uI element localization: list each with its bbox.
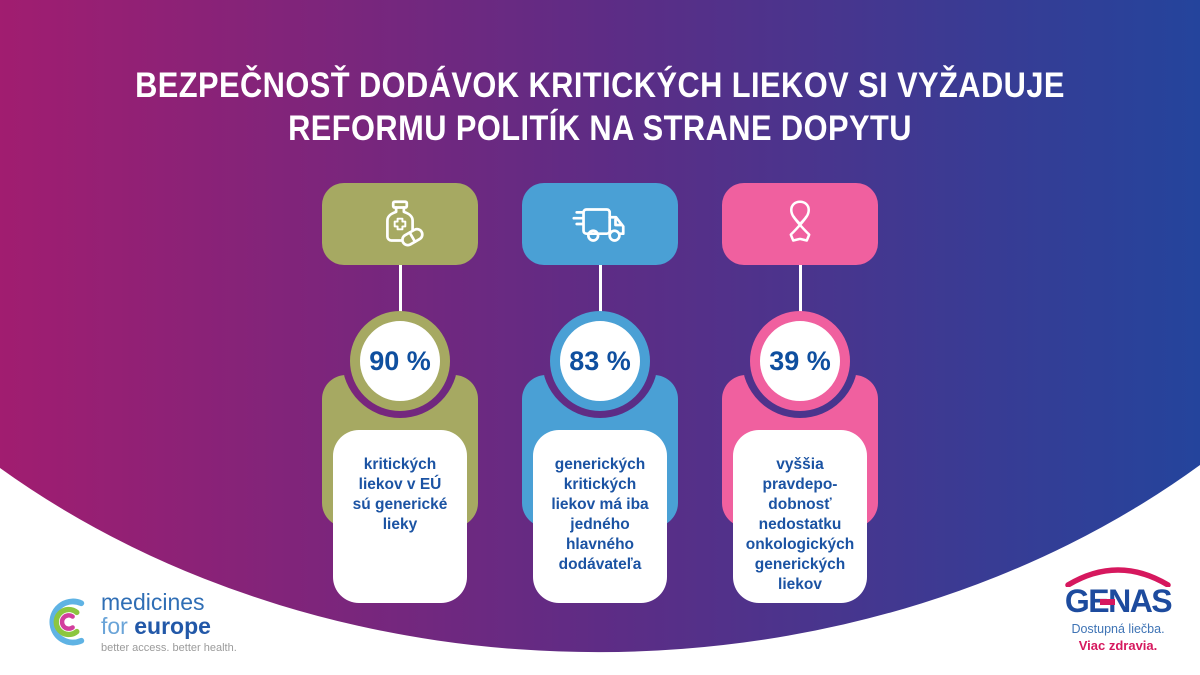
delivery-truck-icon [572, 208, 625, 242]
mfe-wordmark: medicines for europe better access. bett… [101, 590, 237, 654]
mfe-name-line2: for europe [101, 613, 211, 639]
mfe-name-line1: medicines [101, 589, 205, 615]
genas-wordmark: GENAS [1064, 583, 1173, 619]
mfe-swirl-icon [49, 598, 85, 646]
genas-logo: GENAS Dostupná liečba. Viac zdravia. [1054, 563, 1182, 653]
title-line-1: BEZPEČNOSŤ DODÁVOK KRITICKÝCH LIEKOV SI … [135, 66, 1065, 105]
medicine-bottle-icon [386, 200, 424, 247]
icon-tile-pink [722, 183, 878, 265]
stat-card: generických kritických liekov má iba jed… [533, 430, 667, 603]
stat-column-generics: 90 % kritických liekov v EÚ sú generické… [322, 183, 478, 613]
icon-tile-olive [322, 183, 478, 265]
stat-column-oncology: 39 % vyššia pravdepo- dobnosť nedostatku… [722, 183, 878, 613]
connector-line [598, 265, 602, 312]
page-title: BEZPEČNOSŤ DODÁVOK KRITICKÝCH LIEKOV SI … [0, 64, 1200, 150]
genas-arc-icon [1065, 567, 1171, 587]
stat-description: generických kritických liekov má iba jed… [551, 456, 649, 573]
stat-columns: 90 % kritických liekov v EÚ sú generické… [322, 183, 878, 613]
percent-badge: 39 % [750, 311, 850, 411]
stat-card: kritických liekov v EÚ sú generické liek… [333, 430, 467, 603]
title-line-2: REFORMU POLITÍK NA STRANE DOPYTU [288, 109, 912, 148]
icon-tile-blue [522, 183, 678, 265]
genas-tagline-2: Viac zdravia. [1078, 638, 1158, 653]
connector-line [798, 265, 802, 312]
percent-badge: 90 % [350, 311, 450, 411]
mfe-tagline: better access. better health. [101, 642, 237, 654]
stat-column-supply: 83 % generických kritických liekov má ib… [522, 183, 678, 613]
percent-value: 83 % [569, 345, 631, 376]
genas-e-bar [1099, 599, 1115, 605]
connector-line [398, 265, 402, 312]
stat-description: vyššia pravdepo- dobnosť nedostatku onko… [745, 456, 855, 593]
stat-description: kritických liekov v EÚ sú generické liek… [352, 456, 448, 533]
percent-value: 90 % [369, 345, 431, 376]
percent-value: 39 % [769, 345, 831, 376]
percent-badge: 83 % [550, 311, 650, 411]
awareness-ribbon-icon [789, 200, 811, 242]
stat-card: vyššia pravdepo- dobnosť nedostatku onko… [733, 430, 867, 603]
genas-tagline-1: Dostupná liečba. [1071, 622, 1165, 636]
medicines-for-europe-logo: medicines for europe better access. bett… [42, 590, 237, 654]
